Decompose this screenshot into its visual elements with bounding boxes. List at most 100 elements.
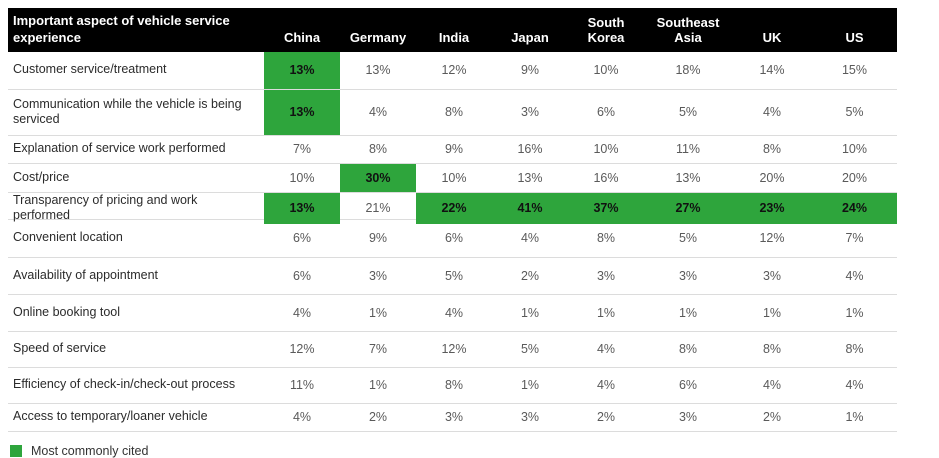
highlighted-value-cell-china: 13%: [264, 89, 340, 135]
value-cell-germany: 1%: [368, 305, 388, 320]
value-cell-us: 15%: [841, 63, 868, 78]
value-cell-india: 10%: [441, 170, 467, 185]
value-cell-uk: 3%: [762, 268, 782, 283]
highlighted-value-cell-india: 22%: [416, 192, 492, 225]
value-cell-japan: 9%: [520, 63, 540, 78]
value-cell-india: 12%: [441, 342, 467, 357]
value-cell-japan: 5%: [520, 342, 540, 357]
value-cell-uk: 2%: [762, 410, 782, 425]
row-label-convenient-location: Convenient location: [13, 230, 123, 245]
value-cell-japan: 3%: [520, 410, 540, 425]
column-header-india: India: [438, 30, 470, 46]
value-cell-us: 20%: [841, 170, 868, 185]
value-cell-china: 12%: [289, 342, 315, 357]
value-cell-india: 12%: [441, 63, 467, 78]
table-row: Transparency of pricing and work perform…: [8, 192, 897, 225]
value-cell-southeast-asia: 11%: [675, 142, 701, 157]
row-label-online-booking-tool: Online booking tool: [13, 304, 121, 319]
legend-swatch-icon: [10, 444, 22, 457]
value-cell-south-korea: 10%: [593, 63, 619, 78]
table-row: Explanation of service work performed 7% 8…: [8, 136, 897, 164]
value-cell-india: 6%: [444, 231, 464, 246]
value-cell-japan: 4%: [520, 231, 540, 246]
highlighted-value-cell-south-korea: 37%: [568, 192, 644, 225]
row-label-transparency-of-pricing-and-work-performed: Transparency of pricing and work perform…: [13, 192, 198, 223]
value-cell-south-korea: 8%: [596, 231, 616, 246]
value-cell-southeast-asia: 3%: [678, 268, 698, 283]
value-cell-japan: 2%: [520, 268, 540, 283]
value-cell-uk: 8%: [762, 342, 782, 357]
highlighted-value-cell-us: 24%: [812, 192, 897, 225]
value-cell-southeast-asia: 5%: [678, 231, 698, 246]
value-cell-south-korea: 4%: [596, 378, 616, 393]
value-cell-south-korea: 10%: [593, 142, 619, 157]
value-cell-us: 4%: [845, 378, 864, 393]
column-header-japan: Japan: [511, 30, 549, 46]
value-cell-japan: 1%: [520, 378, 540, 393]
value-cell-china: 11%: [289, 378, 315, 393]
column-header-southeast-asia: Southeast Asia: [656, 14, 720, 46]
value-cell-uk: 4%: [762, 105, 782, 120]
table-row: Speed of service 12% 7% 12% 5% 4% 8% 8% 8%: [8, 332, 897, 368]
table-row: Availability of appointment 6% 3% 5% 2% 3% 3% 3…: [8, 258, 897, 295]
value-cell-south-korea: 2%: [596, 410, 616, 425]
value-cell-germany: 2%: [368, 410, 388, 425]
country-comparison-table: Important aspect of vehicle service expe…: [8, 8, 897, 458]
value-cell-germany: 13%: [365, 63, 391, 78]
value-cell-germany: 7%: [368, 342, 388, 357]
value-cell-china: 6%: [292, 268, 312, 283]
value-cell-us: 1%: [845, 305, 864, 320]
legend: Most commonly cited: [10, 444, 897, 458]
value-cell-south-korea: 4%: [596, 342, 616, 357]
value-cell-india: 8%: [444, 378, 464, 393]
value-cell-southeast-asia: 6%: [678, 378, 698, 393]
table-header-row: Important aspect of vehicle service expe…: [8, 8, 897, 52]
value-cell-southeast-asia: 8%: [678, 342, 698, 357]
value-cell-germany: 3%: [368, 268, 388, 283]
row-label-access-to-temporary-loaner-vehicle: Access to temporary/loaner vehicle: [13, 409, 208, 424]
value-cell-south-korea: 3%: [596, 268, 616, 283]
table-row: Communication while the vehicle is being…: [8, 89, 897, 136]
value-cell-china: 10%: [289, 170, 315, 185]
table-row: Online booking tool 4% 1% 4% 1% 1% 1% 1% 1%: [8, 295, 897, 332]
highlighted-value-cell-china: 13%: [264, 51, 340, 89]
table-row: Cost/price 10% 30% 10% 13% 16% 13% 20% 20%: [8, 163, 897, 193]
value-cell-japan: 3%: [520, 105, 540, 120]
value-cell-germany: 21%: [365, 201, 391, 216]
highlighted-value-cell-germany: 30%: [340, 163, 416, 192]
highlighted-value-cell-china: 13%: [264, 192, 340, 225]
table-row: Convenient location 6% 9% 6% 4% 8% 5% 12% 7%: [8, 220, 897, 258]
value-cell-germany: 4%: [368, 105, 388, 120]
value-cell-southeast-asia: 1%: [678, 305, 698, 320]
value-cell-south-korea: 6%: [596, 105, 616, 120]
value-cell-uk: 12%: [759, 231, 785, 246]
column-header-china: China: [283, 30, 321, 46]
value-cell-japan: 13%: [517, 170, 543, 185]
value-cell-germany: 8%: [368, 142, 388, 157]
value-cell-southeast-asia: 5%: [678, 105, 698, 120]
value-cell-uk: 1%: [762, 305, 782, 320]
column-header-us: US: [845, 30, 864, 46]
highlighted-value-cell-uk: 23%: [732, 192, 812, 225]
value-cell-japan: 16%: [517, 142, 543, 157]
value-cell-china: 4%: [292, 410, 312, 425]
highlighted-value-cell-southeast-asia: 27%: [644, 192, 732, 225]
value-cell-china: 6%: [292, 231, 312, 246]
value-cell-india: 9%: [444, 142, 464, 157]
value-cell-us: 7%: [845, 231, 864, 246]
value-cell-us: 5%: [845, 105, 864, 120]
table-row: Access to temporary/loaner vehicle 4% 2% 3%…: [8, 404, 897, 432]
value-cell-china: 4%: [292, 305, 312, 320]
value-cell-uk: 8%: [762, 142, 782, 157]
highlighted-value-cell-japan: 41%: [492, 192, 568, 225]
value-cell-southeast-asia: 3%: [678, 410, 698, 425]
row-label-availability-of-appointment: Availability of appointment: [13, 267, 158, 282]
row-label-explanation-of-service-work-performed: Explanation of service work performed: [13, 141, 226, 156]
value-cell-india: 8%: [444, 105, 464, 120]
value-cell-germany: 1%: [368, 378, 388, 393]
table-row: Efficiency of check-in/check-out process…: [8, 368, 897, 404]
value-cell-uk: 14%: [759, 63, 785, 78]
value-cell-germany: 9%: [368, 231, 388, 246]
table-row: Customer service/treatment 13% 13% 12% 9% 10%…: [8, 51, 897, 90]
value-cell-india: 4%: [444, 305, 464, 320]
